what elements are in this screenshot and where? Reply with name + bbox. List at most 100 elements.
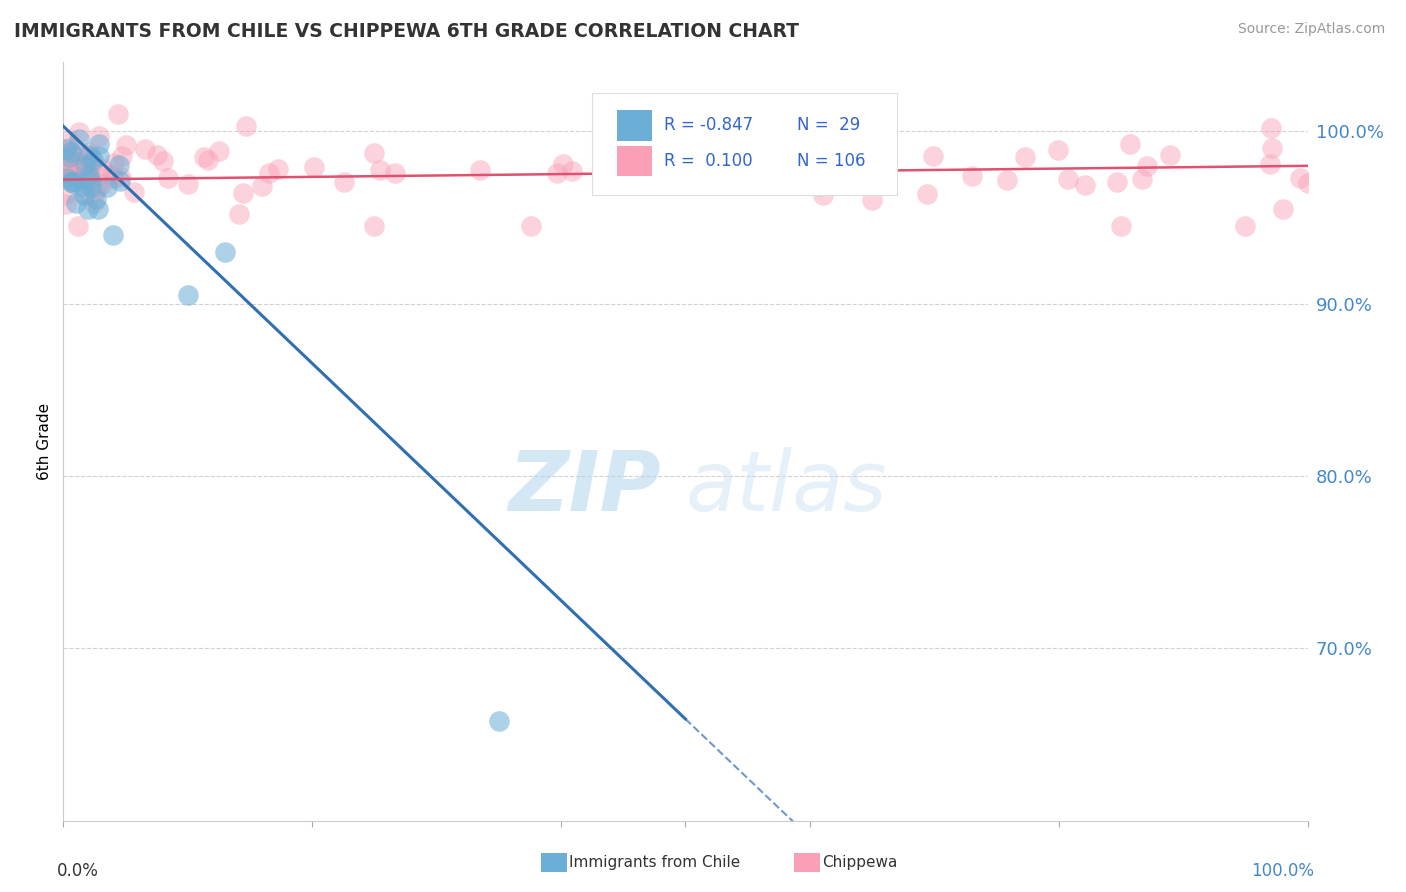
- FancyBboxPatch shape: [617, 145, 652, 177]
- Point: [59, 167, 82, 181]
- Point: [55, 167, 77, 181]
- Point: [56, 161, 79, 175]
- Point: [468, 162, 491, 177]
- Point: [67, 163, 90, 178]
- Point: [257, 166, 280, 180]
- Point: [82, 156, 104, 170]
- Point: [103, 170, 125, 185]
- Point: [96, 180, 118, 194]
- Point: [235, 119, 257, 133]
- Point: [859, 153, 882, 167]
- Point: [384, 166, 406, 180]
- Point: [1047, 143, 1070, 157]
- Y-axis label: 6th Grade: 6th Grade: [37, 403, 52, 480]
- Point: [103, 156, 125, 170]
- Point: [915, 186, 938, 201]
- Point: [146, 148, 169, 162]
- Point: [55, 142, 77, 156]
- Point: [193, 150, 215, 164]
- Point: [152, 154, 174, 169]
- Text: 100.0%: 100.0%: [1251, 863, 1313, 880]
- Point: [108, 158, 131, 172]
- Point: [672, 135, 695, 149]
- Point: [1057, 172, 1080, 186]
- Point: [77, 168, 100, 182]
- Point: [1105, 175, 1128, 189]
- Point: [60, 169, 83, 183]
- Point: [333, 175, 356, 189]
- Point: [62, 176, 84, 190]
- Point: [63, 165, 86, 179]
- Point: [811, 188, 834, 202]
- Point: [70, 165, 93, 179]
- Point: [77, 202, 100, 216]
- Text: R =  0.100: R = 0.100: [664, 152, 752, 170]
- Point: [1109, 219, 1132, 234]
- Point: [134, 142, 156, 156]
- Point: [1130, 172, 1153, 186]
- Point: [82, 153, 104, 167]
- Point: [62, 174, 84, 188]
- Point: [488, 714, 510, 728]
- Point: [551, 157, 574, 171]
- Point: [59, 145, 82, 159]
- Point: [90, 167, 112, 181]
- Point: [368, 163, 391, 178]
- Point: [1234, 219, 1257, 234]
- Point: [72, 158, 94, 172]
- Point: [77, 149, 100, 163]
- Point: [124, 185, 146, 199]
- Point: [58, 150, 80, 164]
- Point: [75, 163, 97, 178]
- Point: [83, 195, 105, 210]
- Point: [1074, 178, 1097, 192]
- Point: [63, 168, 86, 182]
- Text: N = 106: N = 106: [797, 152, 866, 170]
- Point: [101, 167, 124, 181]
- Point: [228, 207, 250, 221]
- Point: [766, 164, 789, 178]
- Point: [1014, 150, 1036, 164]
- Point: [546, 166, 568, 180]
- Point: [808, 173, 831, 187]
- Point: [63, 150, 86, 164]
- Point: [55, 155, 77, 169]
- Point: [56, 170, 79, 185]
- Point: [107, 107, 129, 121]
- Point: [70, 172, 93, 186]
- Point: [59, 145, 82, 159]
- Text: Source: ZipAtlas.com: Source: ZipAtlas.com: [1237, 22, 1385, 37]
- FancyBboxPatch shape: [592, 93, 897, 195]
- Point: [90, 178, 112, 192]
- Point: [922, 149, 945, 163]
- Point: [58, 141, 80, 155]
- Point: [1159, 147, 1181, 161]
- Point: [87, 136, 110, 151]
- Point: [176, 177, 198, 191]
- Point: [62, 149, 84, 163]
- Point: [60, 175, 83, 189]
- Point: [89, 149, 111, 163]
- Point: [101, 227, 124, 242]
- Text: atlas: atlas: [686, 447, 887, 527]
- Point: [73, 187, 96, 202]
- Text: N =  29: N = 29: [797, 116, 860, 135]
- Point: [267, 161, 290, 176]
- Point: [807, 179, 830, 194]
- Point: [72, 178, 94, 193]
- Text: Chippewa: Chippewa: [823, 855, 898, 870]
- Point: [995, 173, 1018, 187]
- Point: [76, 161, 98, 175]
- Point: [75, 170, 97, 185]
- Point: [214, 245, 236, 260]
- Point: [250, 179, 273, 194]
- Point: [56, 159, 79, 173]
- Point: [962, 169, 984, 184]
- Point: [208, 144, 231, 158]
- Point: [77, 157, 100, 171]
- Point: [561, 164, 583, 178]
- Point: [115, 137, 138, 152]
- Point: [65, 195, 87, 210]
- Point: [697, 132, 720, 146]
- Point: [1260, 157, 1282, 171]
